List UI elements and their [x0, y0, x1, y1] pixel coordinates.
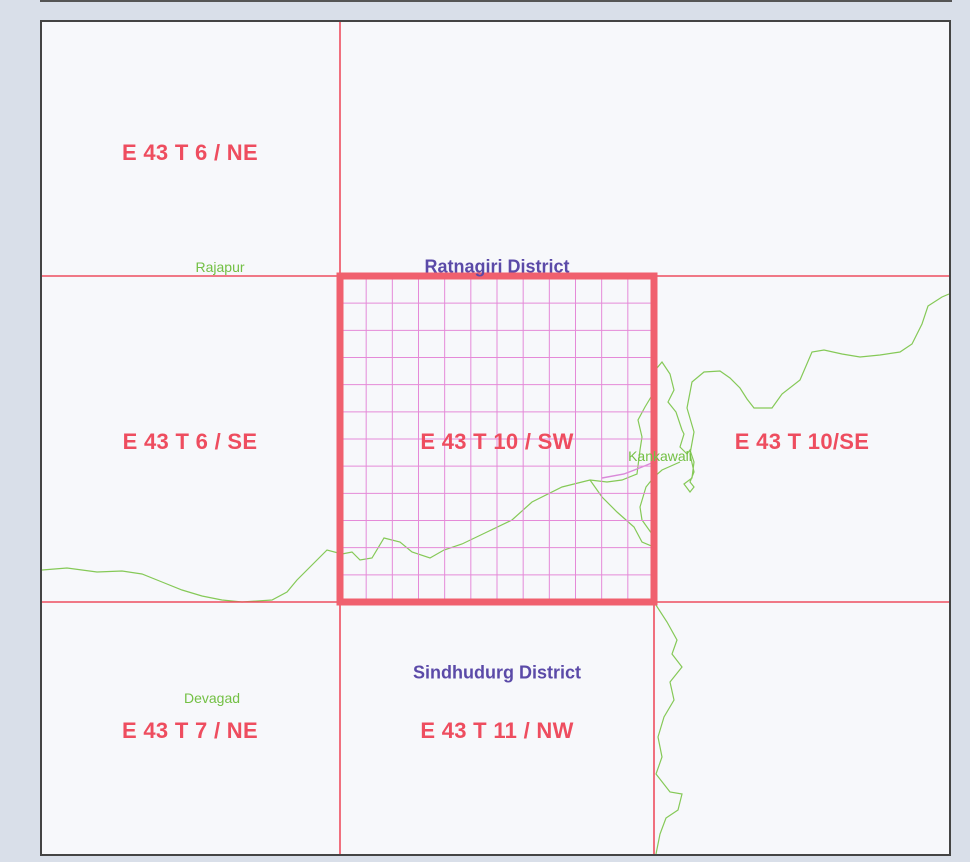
district-label-sindhudurg: Sindhudurg District — [413, 662, 581, 683]
district-boundary-south — [653, 601, 683, 854]
sheet-label-t7-ne: E 43 T 7 / NE — [122, 718, 258, 743]
sheet-label-t6-se: E 43 T 6 / SE — [122, 429, 258, 454]
top-rule — [40, 0, 952, 2]
town-label-kankawali: Kankawali — [628, 448, 692, 464]
kankawali-road — [601, 461, 655, 479]
district-boundary-line — [42, 293, 949, 603]
sheet-grid — [42, 22, 949, 854]
toposheet-index-map: E 43 T 6 / NE E 43 T 6 / SE E 43 T 10 / … — [40, 20, 951, 856]
highlighted-sheet-border — [336, 272, 658, 606]
district-label-ratnagiri: Ratnagiri District — [424, 256, 570, 277]
town-label-rajapur: Rajapur — [195, 259, 245, 275]
sheet-label-t11-nw: E 43 T 11 / NW — [420, 718, 574, 743]
sheet-label-t10-sw: E 43 T 10 / SW — [420, 429, 574, 454]
sheet-label-t10-se: E 43 T 10/SE — [734, 429, 870, 454]
sheet-label-t6-ne: E 43 T 6 / NE — [122, 140, 258, 165]
town-label-devagad: Devagad — [183, 690, 241, 706]
